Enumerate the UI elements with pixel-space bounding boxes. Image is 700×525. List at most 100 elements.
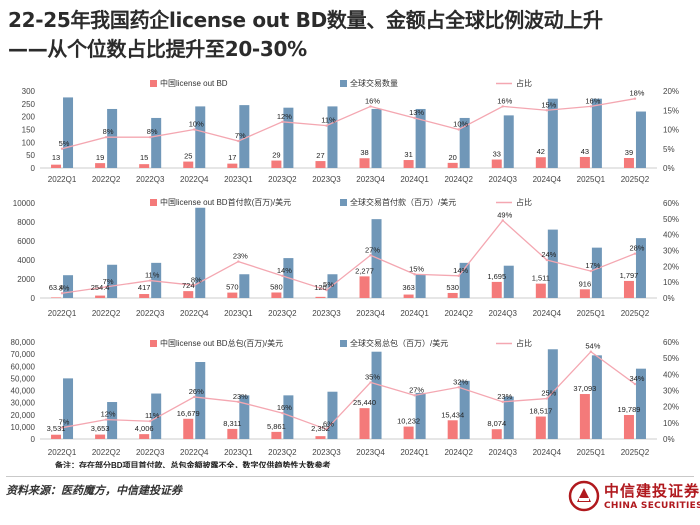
share-line <box>61 219 636 294</box>
chart-note: 备注：存在部分BD项目首付款、总包金额披露不全，数字仅供趋势性大数参考 <box>54 460 331 468</box>
x-tick-label: 2022Q3 <box>136 309 165 318</box>
share-point <box>104 418 108 421</box>
share-data-label: 7% <box>103 277 114 286</box>
right-axis-tick-label: 60% <box>663 338 679 347</box>
china-bar <box>51 434 62 439</box>
china-data-label: 63.4 <box>49 283 64 292</box>
china-data-label: 254.4 <box>91 283 110 292</box>
china-data-label: 38 <box>360 148 368 157</box>
x-tick-label: 2022Q4 <box>180 448 209 457</box>
share-data-label: 16% <box>277 403 292 412</box>
china-data-label: 19 <box>96 153 104 162</box>
share-point <box>589 350 593 353</box>
china-bar <box>95 295 106 298</box>
brand-logo-icon <box>568 480 600 512</box>
left-axis-tick-label: 0 <box>31 164 36 173</box>
china-bar <box>271 160 282 168</box>
right-axis-tick-label: 20% <box>663 87 679 96</box>
global-bar <box>371 108 382 168</box>
china-data-label: 570 <box>226 283 239 292</box>
left-axis-tick-label: 80,000 <box>11 338 36 347</box>
china-data-label: 43 <box>581 147 589 156</box>
china-data-label: 417 <box>138 283 151 292</box>
legend-global-label: 全球交易数量 <box>350 78 398 88</box>
right-axis-tick-label: 30% <box>663 247 679 256</box>
china-bar <box>139 434 150 439</box>
right-axis-tick-label: 30% <box>663 387 679 396</box>
china-bar <box>51 297 62 298</box>
china-bar <box>491 281 502 298</box>
right-axis-tick-label: 50% <box>663 354 679 363</box>
x-tick-label: 2022Q2 <box>92 175 121 184</box>
global-bar <box>195 362 206 439</box>
china-bar <box>315 436 326 439</box>
global-bar <box>63 378 74 439</box>
china-data-label: 1,797 <box>620 271 639 280</box>
share-point <box>633 252 637 255</box>
share-data-label: 10% <box>453 120 468 129</box>
right-axis-tick-label: 20% <box>663 403 679 412</box>
global-bar <box>547 98 558 168</box>
share-point <box>457 274 460 278</box>
left-axis-tick-label: 2000 <box>17 275 35 284</box>
share-point <box>633 382 637 386</box>
share-point <box>413 394 416 397</box>
china-bar <box>447 420 458 439</box>
share-point <box>281 120 284 123</box>
china-bar <box>227 292 238 298</box>
share-data-label: 10% <box>189 120 204 129</box>
china-bar <box>95 434 106 439</box>
x-tick-label: 2024Q2 <box>444 448 473 457</box>
global-bar <box>503 115 514 168</box>
china-data-label: 42 <box>537 147 545 156</box>
legend-china-label: 中国license out BD总包(百万)/美元 <box>160 338 283 348</box>
share-data-label: 24% <box>541 250 556 259</box>
china-data-label: 33 <box>493 150 501 159</box>
global-bar <box>415 274 426 298</box>
x-tick-label: 2023Q2 <box>268 448 297 457</box>
share-data-label: 15% <box>409 264 424 273</box>
legend-global-swatch <box>340 80 347 87</box>
china-data-label: 1,511 <box>532 274 550 283</box>
upfront-payment-chart: 0 2000 4000 6000 8000 10000 0% 10% 20% 30% 40% 50% 6… <box>13 197 679 318</box>
x-tick-label: 2024Q4 <box>533 448 562 457</box>
left-axis-tick-label: 50,000 <box>11 374 36 383</box>
china-bar <box>315 296 326 298</box>
legend-global-label: 全球交易首付款（百万）/美元 <box>350 197 456 207</box>
global-bar <box>591 98 602 168</box>
china-data-label: 31 <box>404 150 412 159</box>
x-tick-label: 2023Q4 <box>356 175 385 184</box>
share-point <box>104 285 108 289</box>
china-bar <box>623 415 634 439</box>
left-axis-tick-label: 100 <box>22 138 36 147</box>
china-bar <box>403 426 414 439</box>
x-tick-label: 2022Q1 <box>48 309 77 318</box>
share-data-label: 8% <box>103 127 114 136</box>
china-bar <box>359 158 370 168</box>
global-bar <box>195 106 206 168</box>
global-bar <box>503 265 514 298</box>
x-tick-label: 2023Q3 <box>312 175 341 184</box>
total-deal-value-chart: 0 10,000 20,000 30,000 40,000 50,000 60,000 70,… <box>11 338 679 468</box>
share-point <box>589 105 593 108</box>
legend-global-swatch <box>340 340 347 347</box>
x-tick-label: 2024Q1 <box>400 448 429 457</box>
share-data-label: 3% <box>59 283 70 292</box>
share-point <box>369 105 372 108</box>
global-bar <box>283 107 294 168</box>
global-bar <box>107 108 118 168</box>
x-tick-label: 2023Q1 <box>224 175 253 184</box>
china-data-label: 363 <box>402 283 415 292</box>
x-tick-label: 2024Q3 <box>489 175 518 184</box>
share-data-label: 8% <box>147 127 158 136</box>
share-point <box>148 136 152 139</box>
share-point <box>193 395 196 399</box>
china-data-label: 37,093 <box>573 384 596 393</box>
share-data-label: 5% <box>323 280 334 289</box>
china-data-label: 39 <box>625 148 633 157</box>
x-tick-label: 2024Q4 <box>533 175 562 184</box>
global-bar <box>239 105 250 168</box>
share-point <box>60 426 64 429</box>
global-bar <box>547 349 558 439</box>
